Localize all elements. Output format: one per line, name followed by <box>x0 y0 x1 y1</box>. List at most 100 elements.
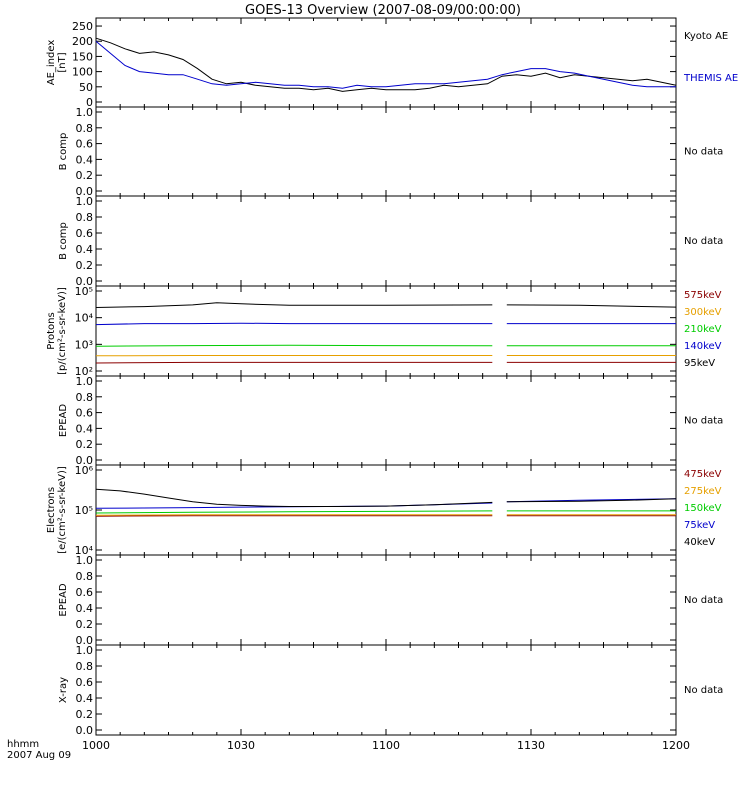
legend-75kev: 75keV <box>684 520 715 531</box>
y-tick-label: 0.2 <box>76 259 94 272</box>
panel-electrons: 10⁴10⁵10⁶Electrons[e/(cm²-s-sr-keV)]475k… <box>46 464 722 557</box>
y-tick-label: 0.6 <box>76 138 94 151</box>
y-tick-label: 1.0 <box>76 195 94 208</box>
y-tick-label: 100 <box>72 66 93 79</box>
y-tick-label: 0.6 <box>76 676 94 689</box>
legend-575kev: 575keV <box>684 290 722 301</box>
y-tick-label: 0.6 <box>76 586 94 599</box>
figure-title: GOES-13 Overview (2007-08-09/00:00:00) <box>245 3 521 18</box>
y-tick-label: 0.4 <box>76 692 94 705</box>
x-tick-label: 1030 <box>227 739 255 752</box>
series-line-575kev <box>96 362 492 363</box>
y-tick-label: 0.8 <box>76 570 94 583</box>
series-line-95kev <box>96 303 492 308</box>
y-tick-label: 0.8 <box>76 660 94 673</box>
panel-frame <box>96 376 676 465</box>
legend-95kev: 95keV <box>684 358 715 369</box>
legend-300kev: 300keV <box>684 307 722 318</box>
no-data-label: No data <box>684 685 723 696</box>
y-tick-label: 200 <box>72 35 93 48</box>
y-tick-label: 0.2 <box>76 708 94 721</box>
panel-frame <box>96 18 676 107</box>
legend-210kev: 210keV <box>684 324 722 335</box>
legend-150kev: 150keV <box>684 503 722 514</box>
y-tick-label: 0.2 <box>76 438 94 451</box>
legend-475kev: 475keV <box>684 469 722 480</box>
y-tick-label: 0.4 <box>76 153 94 166</box>
no-data-label: No data <box>684 416 723 427</box>
series-line-210kev <box>96 345 492 346</box>
series-line-40kev <box>96 489 492 506</box>
y-tick-label: 0.4 <box>76 422 94 435</box>
y-tick-label: 10⁶ <box>75 464 94 477</box>
y-tick-label: 0.4 <box>76 602 94 615</box>
series-line-95kev <box>507 305 676 307</box>
y-tick-label: 0.6 <box>76 407 94 420</box>
no-data-label: No data <box>684 147 723 158</box>
y-tick-label: 0.4 <box>76 243 94 256</box>
y-tick-label: 0.8 <box>76 211 94 224</box>
panel-frame <box>96 465 676 555</box>
legend-275kev: 275keV <box>684 486 722 497</box>
y-axis-label: Electrons <box>46 487 57 533</box>
y-axis-label: EPEAD <box>58 583 69 617</box>
series-line-475kev <box>96 516 492 517</box>
panel-xray: 0.0 0.2 0.4 0.6 0.8 1.0 X-ray No data <box>58 644 723 737</box>
panel-frame <box>96 196 676 286</box>
y-tick-label: 1.0 <box>76 644 94 657</box>
legend-kyoto-ae: Kyoto AE <box>684 31 728 42</box>
y-tick-label: 1.0 <box>76 375 94 388</box>
y-tick-label: 0.2 <box>76 618 94 631</box>
series-line-140kev <box>96 323 492 324</box>
legend-themis-ae: THEMIS AE <box>683 73 738 84</box>
legend-140kev: 140keV <box>684 341 722 352</box>
panel-frame <box>96 645 676 735</box>
panel-frame <box>96 555 676 645</box>
y-tick-label: 0.8 <box>76 391 94 404</box>
y-tick-label: 10³ <box>75 338 93 351</box>
x-tick-label: 1130 <box>517 739 545 752</box>
y-tick-label: 10⁴ <box>75 312 94 325</box>
y-tick-label: 1.0 <box>76 106 94 119</box>
no-data-label: No data <box>684 595 723 606</box>
y-tick-label: 0.8 <box>76 122 94 135</box>
y-axis-label: AE_index <box>46 40 57 86</box>
x-tick-label: 1200 <box>662 739 690 752</box>
y-tick-label: 150 <box>72 50 93 63</box>
y-axis-label: X-ray <box>58 677 69 703</box>
series-line-75kev <box>96 503 492 508</box>
y-tick-label: 10⁵ <box>75 504 93 517</box>
y-axis-label: [e/(cm²-s-sr-keV)] <box>57 466 68 554</box>
y-axis-label: EPEAD <box>58 404 69 438</box>
panel-protons: 10²10³10⁴10⁵Protons[p/(cm²-s-sr-keV)]575… <box>46 285 722 378</box>
y-tick-label: 0.0 <box>76 724 94 737</box>
y-axis-label: [nT] <box>57 52 68 72</box>
y-tick-label: 50 <box>79 81 93 94</box>
footer-date: 2007 Aug 09 <box>7 750 71 761</box>
y-tick-label: 0.6 <box>76 227 94 240</box>
y-axis-label: Protons <box>46 312 57 349</box>
y-tick-label: 10⁵ <box>75 285 93 298</box>
y-axis-label: B comp <box>58 133 69 171</box>
y-tick-label: 1.0 <box>76 554 94 567</box>
y-tick-label: 0.2 <box>76 169 94 182</box>
series-line-150kev <box>96 511 492 513</box>
no-data-label: No data <box>684 236 723 247</box>
y-axis-label: B comp <box>58 222 69 260</box>
panel-frame <box>96 107 676 196</box>
series-line-kyoto-ae <box>96 38 676 91</box>
series-line-themis-ae <box>96 41 676 88</box>
y-axis-label: [p/(cm²-s-sr-keV)] <box>57 287 68 375</box>
x-tick-label: 1000 <box>82 739 110 752</box>
footer-time-format: hhmm <box>7 739 39 750</box>
y-tick-label: 250 <box>72 20 93 33</box>
legend-40kev: 40keV <box>684 537 715 548</box>
x-tick-label: 1100 <box>372 739 400 752</box>
